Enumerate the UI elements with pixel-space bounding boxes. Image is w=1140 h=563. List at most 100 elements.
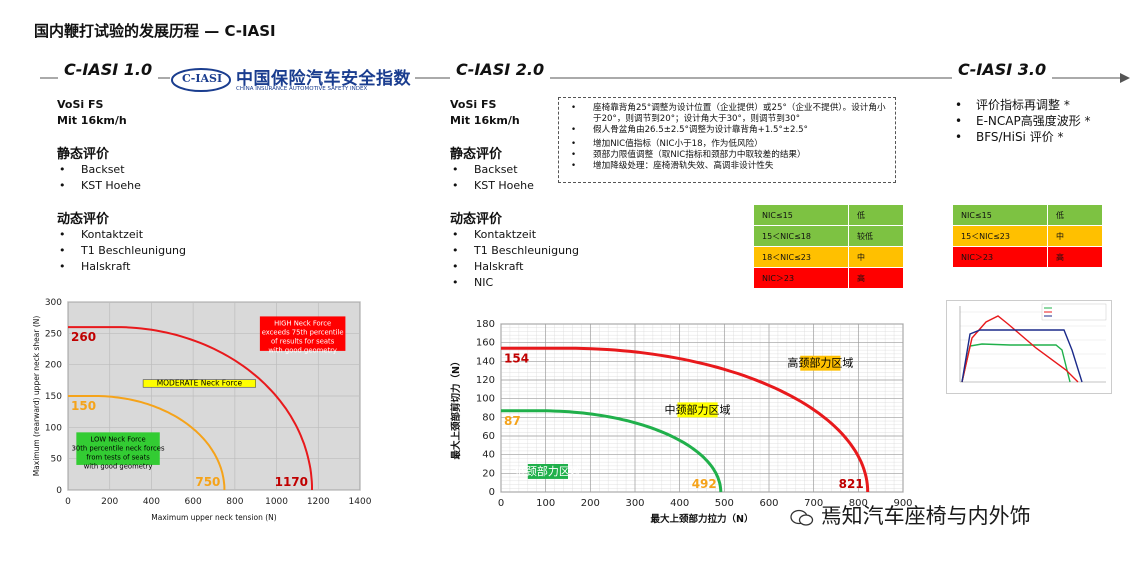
nic-row: 15＜NIC≤23 中 xyxy=(953,226,1102,246)
change-item: 增加NIC值指标（NIC小于18，作为低风险） xyxy=(565,139,889,150)
annotation-text: HIGH Neck Force xyxy=(274,319,331,327)
nic-range-cell: NIC＞23 xyxy=(953,247,1047,267)
wechat-icon xyxy=(790,508,814,526)
change-item: 增加降级处理：座椅滑轨失效、高调非设计性失 xyxy=(565,161,889,172)
v2-static-title: 静态评价 xyxy=(450,147,503,162)
data-label: 1170 xyxy=(275,475,308,489)
y-tick-label: 0 xyxy=(56,486,62,496)
list-item: E-NCAP高强度波形 * xyxy=(950,113,1091,129)
v1-test-line: Mit 16km/h xyxy=(57,114,127,127)
v2-dynamic-title: 动态评价 xyxy=(450,212,503,227)
annotation-box xyxy=(677,402,718,418)
x-tick-label: 0 xyxy=(65,497,71,507)
x-tick-label: 600 xyxy=(185,497,202,507)
nic-row: NIC≤15 低 xyxy=(754,205,903,225)
x-tick-label: 200 xyxy=(101,497,118,507)
y-tick-label: 80 xyxy=(482,412,495,423)
y-tick-label: 140 xyxy=(476,356,495,367)
y-axis-label: 最大上颈部剪切力（N） xyxy=(450,357,462,460)
list-item: T1 Beschleunigung xyxy=(57,243,186,259)
y-tick-label: 100 xyxy=(45,423,62,433)
nic-row: NIC＞23 高 xyxy=(953,247,1102,267)
x-tick-label: 100 xyxy=(536,498,555,509)
x-tick-label: 500 xyxy=(715,498,734,509)
list-item: Backset xyxy=(57,162,186,178)
nic-level-cell: 高 xyxy=(849,268,903,288)
nic-range-cell: 15＜NIC≤23 xyxy=(953,226,1047,246)
nic-row: NIC≤15 低 xyxy=(953,205,1102,225)
x-tick-label: 300 xyxy=(625,498,644,509)
data-label: 150 xyxy=(71,399,96,413)
y-tick-label: 300 xyxy=(45,298,62,308)
x-tick-label: 1400 xyxy=(349,497,372,507)
y-tick-label: 120 xyxy=(476,375,495,386)
phase-label-2: C-IASI 2.0 xyxy=(450,60,551,79)
nic-row: NIC＞23 高 xyxy=(754,268,903,288)
annotation-text: exceeds 75th percentile xyxy=(262,328,344,336)
v1-column: VoSi FS Mit 16km/h 静态评价 Backset KST Hoeh… xyxy=(57,97,186,275)
nic-level-cell: 较低 xyxy=(849,226,903,246)
annotation-text: of results for seats xyxy=(271,337,335,345)
annotation-text: 高颈部力区域 xyxy=(787,356,853,370)
list-item: BFS/HiSi 评价 * xyxy=(950,129,1091,145)
y-tick-label: 180 xyxy=(476,319,495,330)
chart-v2-neck-force: 0 20 40 60 80 100 120 140 160 180 0 100 200 300 400 500… xyxy=(450,319,913,525)
logo-badge-text: C-IASI xyxy=(182,72,223,85)
x-tick-label: 0 xyxy=(498,498,504,509)
y-tick-label: 40 xyxy=(482,450,495,461)
annotation-box xyxy=(800,355,841,371)
y-tick-label: 160 xyxy=(476,338,495,349)
y-tick-label: 250 xyxy=(45,329,62,339)
annotation-box-moderate xyxy=(142,379,256,388)
list-item: Halskraft xyxy=(57,259,186,275)
data-label: 492 xyxy=(692,477,717,491)
ciasi-logo-badge-icon xyxy=(171,68,231,92)
pulse-waveform-thumbnail xyxy=(946,300,1112,394)
x-tick-label: 1200 xyxy=(307,497,330,507)
nic-range-cell: 15＜NIC≤18 xyxy=(754,226,848,246)
nic-level-cell: 中 xyxy=(1048,226,1102,246)
list-item: Kontaktzeit xyxy=(57,227,186,243)
list-item: Backset xyxy=(450,162,579,178)
x-tick-label: 800 xyxy=(849,498,868,509)
nic-row: 15＜NIC≤18 较低 xyxy=(754,226,903,246)
ciasi-logo: C-IASI 中国保险汽车安全指数 CHINA INSURANCE AUTOMO… xyxy=(170,64,415,96)
nic-range-cell: NIC≤15 xyxy=(953,205,1047,225)
x-tick-label: 1000 xyxy=(265,497,288,507)
v2-changes-box: 座椅靠背角25°调整为设计位置（企业提供）或25°（企业不提供）。设计角小于20… xyxy=(558,97,896,183)
x-tick-label: 900 xyxy=(893,498,912,509)
annotation-text: 中颈部力区域 xyxy=(665,402,731,416)
series-line xyxy=(501,346,870,493)
nic-level-cell: 低 xyxy=(849,205,903,225)
annotation-text: 30th percentile neck forces xyxy=(72,444,165,452)
y-axis-label: Maximum (rearward) upper neck shear (N) xyxy=(32,316,41,477)
x-tick-label: 200 xyxy=(581,498,600,509)
page-title: 国内鞭打试验的发展历程 — C-IASI xyxy=(34,22,276,40)
annotation-text: MODERATE Neck Force xyxy=(157,378,243,387)
series-line xyxy=(68,326,313,490)
v2-column: VoSi FS Mit 16km/h 静态评价 Backset KST Hoeh… xyxy=(450,97,579,291)
list-item: Halskraft xyxy=(450,259,579,275)
list-item: KST Hoehe xyxy=(450,178,579,194)
x-tick-label: 700 xyxy=(804,498,823,509)
y-tick-label: 150 xyxy=(45,392,62,402)
change-item: 座椅靠背角25°调整为设计位置（企业提供）或25°（企业不提供）。设计角小于20… xyxy=(565,103,889,125)
y-tick-label: 0 xyxy=(489,487,495,498)
y-tick-label: 20 xyxy=(482,468,495,479)
y-tick-label: 200 xyxy=(45,361,62,371)
series-line xyxy=(68,395,226,490)
watermark: 焉知汽车座椅与内外饰 xyxy=(790,500,1031,530)
annotation-text: 低颈部力区域 xyxy=(515,464,581,478)
nic-range-cell: NIC≤15 xyxy=(754,205,848,225)
nic-level-cell: 中 xyxy=(849,247,903,267)
change-item: 假人骨盆角由26.5±2.5°调整为设计靠背角+1.5°±2.5° xyxy=(565,125,889,136)
change-item: 颈部力限值调整（取NIC指标和颈部力中取较差的结果） xyxy=(565,150,889,161)
nic-range-cell: 18＜NIC≤23 xyxy=(754,247,848,267)
y-tick-label: 50 xyxy=(51,455,63,465)
list-item: T1 Beschleunigung xyxy=(450,243,579,259)
watermark-text: 焉知汽车座椅与内外饰 xyxy=(820,504,1031,528)
nic-level-cell: 低 xyxy=(1048,205,1102,225)
logo-en: CHINA INSURANCE AUTOMOTIVE SAFETY INDEX xyxy=(236,86,368,92)
data-label: 821 xyxy=(839,477,864,491)
x-axis-label: 最大上颈部力拉力（N） xyxy=(651,513,754,525)
